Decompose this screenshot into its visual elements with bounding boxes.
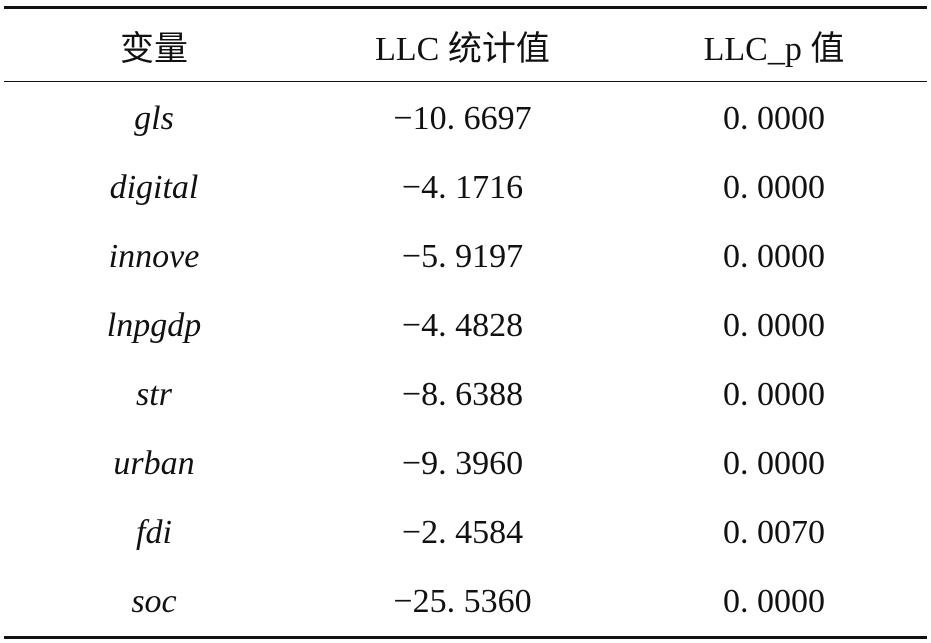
cell-llc-statistic: −4. 1716 bbox=[401, 168, 524, 206]
header-variable: 变量 bbox=[120, 30, 188, 68]
cell-llc-p-value: 0. 0000 bbox=[723, 444, 825, 482]
cell-variable: soc bbox=[131, 582, 177, 620]
cell-variable: digital bbox=[109, 168, 199, 206]
cell-llc-statistic: −10. 6697 bbox=[393, 99, 532, 137]
table-row: soc −25. 5360 0. 0000 bbox=[4, 567, 927, 638]
cell-llc-statistic: −4. 4828 bbox=[401, 306, 524, 344]
table-row: digital −4. 1716 0. 0000 bbox=[4, 153, 927, 222]
cell-llc-p-value: 0. 0000 bbox=[723, 582, 825, 620]
header-llc-statistic: LLC 统计值 bbox=[375, 30, 550, 68]
llc-unit-root-table: 变量 LLC 统计值 LLC_p 值 gls −10. 6697 0. 0000… bbox=[4, 6, 927, 639]
cell-llc-statistic: −5. 9197 bbox=[401, 237, 524, 275]
table-row: urban −9. 3960 0. 0000 bbox=[4, 429, 927, 498]
table-row: innove −5. 9197 0. 0000 bbox=[4, 222, 927, 291]
table-row: gls −10. 6697 0. 0000 bbox=[4, 82, 927, 154]
cell-llc-statistic: −25. 5360 bbox=[393, 582, 532, 620]
cell-llc-p-value: 0. 0000 bbox=[723, 99, 825, 137]
cell-variable: gls bbox=[134, 99, 174, 137]
cell-variable: urban bbox=[113, 444, 195, 482]
cell-llc-p-value: 0. 0070 bbox=[723, 513, 825, 551]
results-table: 变量 LLC 统计值 LLC_p 值 gls −10. 6697 0. 0000… bbox=[4, 6, 927, 639]
table-row: str −8. 6388 0. 0000 bbox=[4, 360, 927, 429]
table-header: 变量 LLC 统计值 LLC_p 值 bbox=[4, 7, 927, 82]
cell-llc-p-value: 0. 0000 bbox=[723, 306, 825, 344]
cell-llc-statistic: −9. 3960 bbox=[401, 444, 524, 482]
cell-llc-statistic: −8. 6388 bbox=[401, 375, 524, 413]
header-llc-p-value: LLC_p 值 bbox=[703, 30, 845, 68]
cell-llc-p-value: 0. 0000 bbox=[723, 168, 825, 206]
cell-variable: lnpgdp bbox=[106, 306, 202, 344]
cell-llc-p-value: 0. 0000 bbox=[723, 237, 825, 275]
cell-variable: fdi bbox=[136, 513, 172, 551]
cell-llc-p-value: 0. 0000 bbox=[723, 375, 825, 413]
table-row: lnpgdp −4. 4828 0. 0000 bbox=[4, 291, 927, 360]
table-row: fdi −2. 4584 0. 0070 bbox=[4, 498, 927, 567]
cell-llc-statistic: −2. 4584 bbox=[401, 513, 524, 551]
cell-variable: innove bbox=[108, 237, 200, 275]
header-row: 变量 LLC 统计值 LLC_p 值 bbox=[4, 7, 927, 82]
cell-variable: str bbox=[136, 375, 172, 413]
table-body: gls −10. 6697 0. 0000 digital −4. 1716 0… bbox=[4, 82, 927, 638]
